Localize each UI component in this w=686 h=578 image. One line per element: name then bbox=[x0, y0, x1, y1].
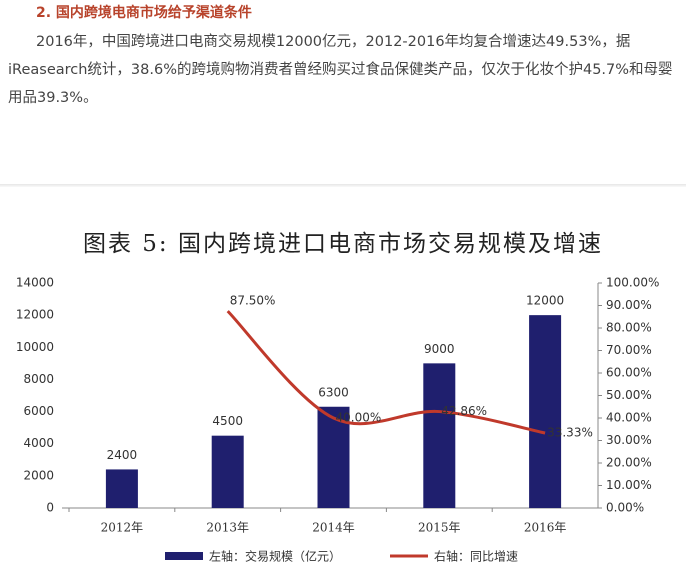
legend-label: 右轴：同比增速 bbox=[434, 549, 518, 564]
bar-label: 2400 bbox=[107, 448, 138, 462]
y-tick-label: 6000 bbox=[23, 404, 54, 418]
bar bbox=[529, 315, 562, 508]
bar bbox=[423, 363, 456, 508]
y-tick-label: 14000 bbox=[16, 276, 54, 290]
x-tick-label: 2012年 bbox=[101, 521, 144, 535]
line bbox=[226, 310, 546, 435]
bar-label: 9000 bbox=[424, 342, 455, 356]
bar bbox=[317, 406, 350, 508]
y2-tick-label: 0.00% bbox=[606, 501, 644, 515]
y2-tick-label: 80.00% bbox=[606, 321, 652, 335]
separator bbox=[0, 184, 686, 187]
y-tick-label: 4000 bbox=[23, 436, 54, 450]
x-tick-label: 2014年 bbox=[312, 521, 355, 535]
x-tick-label: 2013年 bbox=[206, 521, 249, 535]
y2-tick-label: 90.00% bbox=[606, 298, 652, 312]
chart-title: 图表 5: 国内跨境进口电商市场交易规模及增速 bbox=[83, 231, 603, 257]
y-tick-label: 10000 bbox=[16, 340, 54, 354]
line-label: 40.00% bbox=[336, 411, 382, 425]
line-label: 42.86% bbox=[441, 404, 487, 418]
y2-tick-label: 100.00% bbox=[606, 276, 659, 290]
y-tick-label: 8000 bbox=[23, 372, 54, 386]
y-tick-label: 12000 bbox=[16, 308, 54, 322]
y-tick-label: 2000 bbox=[23, 468, 54, 482]
y2-tick-label: 40.00% bbox=[606, 411, 652, 425]
paragraph: 2016年，中国跨境进口电商交易规模12000亿元，2012-2016年均复合增… bbox=[8, 34, 673, 106]
y2-tick-label: 60.00% bbox=[606, 366, 652, 380]
bar-label: 12000 bbox=[526, 294, 564, 308]
y2-tick-label: 10.00% bbox=[606, 478, 652, 492]
line-label: 87.50% bbox=[230, 294, 276, 308]
y2-tick-label: 70.00% bbox=[606, 343, 652, 357]
y2-tick-label: 20.00% bbox=[606, 456, 652, 470]
y2-tick-label: 50.00% bbox=[606, 388, 652, 402]
legend-swatch bbox=[165, 552, 203, 560]
section-heading: 2. 国内跨境电商市场给予渠道条件 bbox=[36, 5, 252, 21]
x-tick-label: 2016年 bbox=[524, 521, 567, 535]
bar-label: 4500 bbox=[212, 414, 243, 428]
line-label: 33.33% bbox=[547, 426, 593, 440]
bar bbox=[211, 435, 244, 508]
x-tick-label: 2015年 bbox=[418, 521, 461, 535]
y-tick-label: 0 bbox=[46, 501, 54, 515]
bar bbox=[105, 469, 138, 508]
legend-label: 左轴：交易规模（亿元） bbox=[209, 549, 341, 564]
y2-tick-label: 30.00% bbox=[606, 433, 652, 447]
bar-label: 6300 bbox=[318, 385, 349, 399]
